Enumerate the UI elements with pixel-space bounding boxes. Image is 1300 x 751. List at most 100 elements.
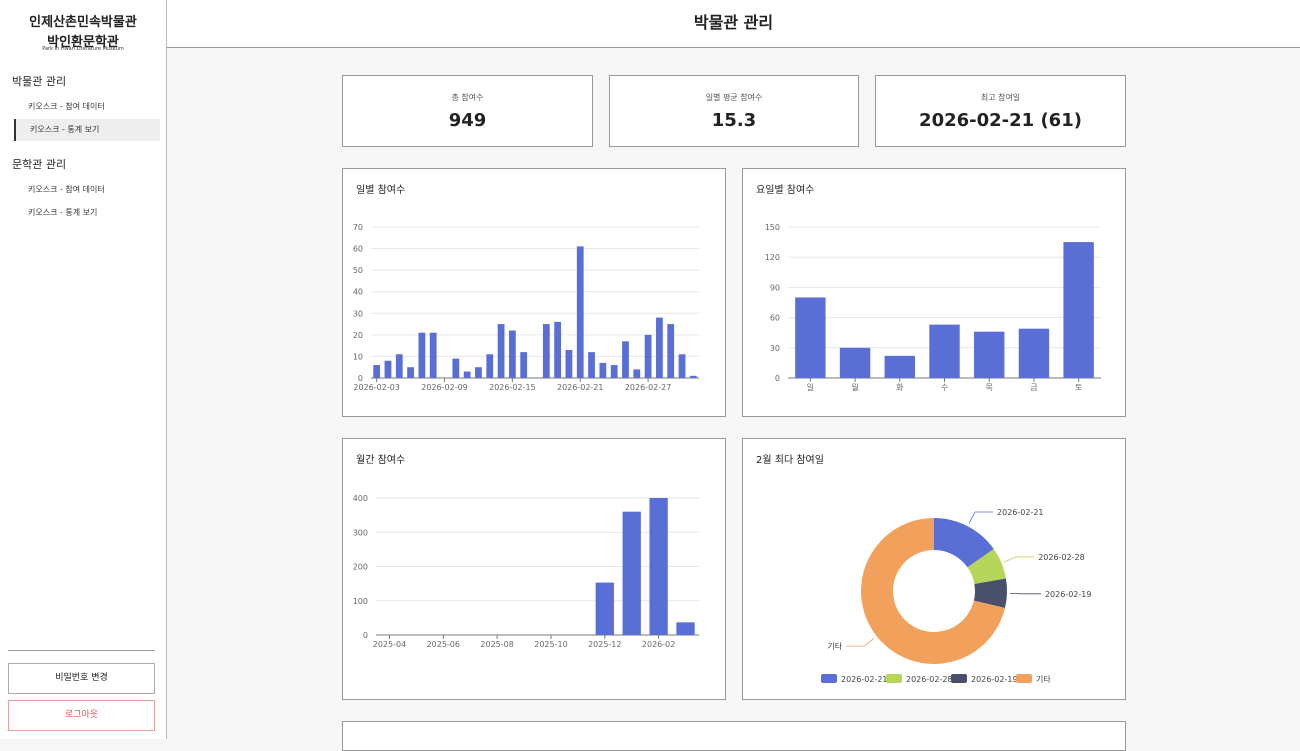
x-tick-label: 2025-06 <box>427 640 460 649</box>
y-tick-label: 300 <box>353 528 368 537</box>
bar <box>633 369 640 378</box>
bar <box>509 331 516 378</box>
bar <box>645 335 652 378</box>
bar <box>588 352 595 378</box>
bar <box>1063 242 1093 378</box>
y-tick-label: 60 <box>353 245 363 254</box>
bar <box>475 367 482 378</box>
section-title: 문학관 관리 <box>12 156 66 172</box>
x-tick-label: 수 <box>941 383 948 392</box>
y-tick-label: 50 <box>353 266 363 275</box>
bar <box>679 354 686 378</box>
x-tick-label: 2025-04 <box>373 640 406 649</box>
chart-title: 월간 참여수 <box>356 454 405 466</box>
y-tick-label: 20 <box>353 331 363 340</box>
legend-label: 기타 <box>1036 675 1051 684</box>
y-tick-label: 10 <box>353 352 363 361</box>
stat-card: 일별 평균 참여수 15.3 <box>609 75 859 147</box>
legend-swatch <box>821 674 837 683</box>
x-tick-label: 일 <box>807 383 814 392</box>
bar <box>419 333 426 378</box>
slice-label: 2026-02-28 <box>1038 553 1085 562</box>
y-tick-label: 0 <box>363 631 368 640</box>
stat-label: 최고 참여일 <box>876 92 1125 103</box>
legend-label: 2026-02-21 <box>841 675 888 684</box>
x-tick-label: 2025-12 <box>588 640 621 649</box>
menu-item[interactable]: 키오스크 - 참여 데이터 <box>14 179 160 201</box>
logo-caption: Park In Hwan Literature Museum <box>0 46 166 52</box>
leader-line <box>969 512 993 524</box>
y-tick-label: 400 <box>353 494 368 503</box>
bar <box>373 365 380 378</box>
x-tick-label: 2026-02 <box>642 640 675 649</box>
chart: 2월 최다 참여일 2026-02-21 2026-02-28 2026-02-19 기… <box>743 439 1125 699</box>
menu-item[interactable]: 키오스크 - 통계 보기 <box>14 202 160 224</box>
x-tick-label: 금 <box>1030 383 1037 392</box>
x-tick-label: 2026-02-03 <box>353 383 400 392</box>
leader-line <box>1004 557 1034 562</box>
menu-item[interactable]: 키오스크 - 통계 보기 <box>14 119 160 141</box>
bar <box>430 333 437 378</box>
password-button[interactable]: 비밀번호 변경 <box>8 663 155 694</box>
y-tick-label: 30 <box>770 344 780 353</box>
bar <box>676 622 694 635</box>
x-tick-label: 목 <box>986 383 993 392</box>
x-tick-label: 2025-10 <box>534 640 567 649</box>
slice-label: 기타 <box>827 642 842 651</box>
menu-item[interactable]: 키오스크 - 참여 데이터 <box>14 96 160 118</box>
bar <box>1019 329 1049 378</box>
logo-title: 인제산촌민속박물관 <box>0 11 166 30</box>
section-title: 박물관 관리 <box>12 73 66 89</box>
y-tick-label: 200 <box>353 563 368 572</box>
bar <box>554 322 561 378</box>
y-tick-label: 0 <box>358 374 363 383</box>
bar <box>622 341 629 378</box>
y-tick-label: 60 <box>770 314 780 323</box>
bar <box>690 376 697 378</box>
stat-label: 일별 평균 참여수 <box>610 92 858 103</box>
y-tick-label: 70 <box>353 223 363 232</box>
logout-button[interactable]: 로그아웃 <box>8 700 155 731</box>
y-tick-label: 120 <box>765 253 780 262</box>
panel <box>342 721 1126 751</box>
stat-value: 15.3 <box>610 110 858 131</box>
separator <box>8 650 155 651</box>
slice-label: 2026-02-21 <box>997 508 1044 517</box>
y-tick-label: 40 <box>353 288 363 297</box>
x-tick-label: 2026-02-27 <box>625 383 672 392</box>
y-tick-label: 100 <box>353 597 368 606</box>
legend-swatch <box>1016 674 1032 683</box>
bar <box>596 583 614 635</box>
x-tick-label: 2026-02-09 <box>421 383 468 392</box>
bar <box>385 361 392 378</box>
bar <box>885 356 915 378</box>
bar <box>611 365 618 378</box>
bar <box>407 367 414 378</box>
chart-title: 일별 참여수 <box>356 184 405 196</box>
stat-card: 총 참여수 949 <box>342 75 593 147</box>
x-tick-label: 2026-02-21 <box>557 383 604 392</box>
stat-value: 949 <box>343 110 592 131</box>
bar <box>623 512 641 635</box>
bar <box>464 372 471 378</box>
chart-panel: 2월 최다 참여일 2026-02-21 2026-02-28 2026-02-19 기… <box>742 438 1126 700</box>
bar <box>795 297 825 378</box>
chart-title: 2월 최다 참여일 <box>756 454 824 466</box>
legend-swatch <box>951 674 967 683</box>
x-tick-label: 월 <box>851 382 858 392</box>
y-tick-label: 0 <box>775 374 780 383</box>
bar <box>520 352 527 378</box>
bar <box>566 350 573 378</box>
bar <box>667 324 674 378</box>
bar <box>486 354 493 378</box>
legend-label: 2026-02-19 <box>971 675 1018 684</box>
stat-label: 총 참여수 <box>343 92 592 103</box>
x-tick-label: 토 <box>1075 383 1082 392</box>
bar <box>929 325 959 378</box>
